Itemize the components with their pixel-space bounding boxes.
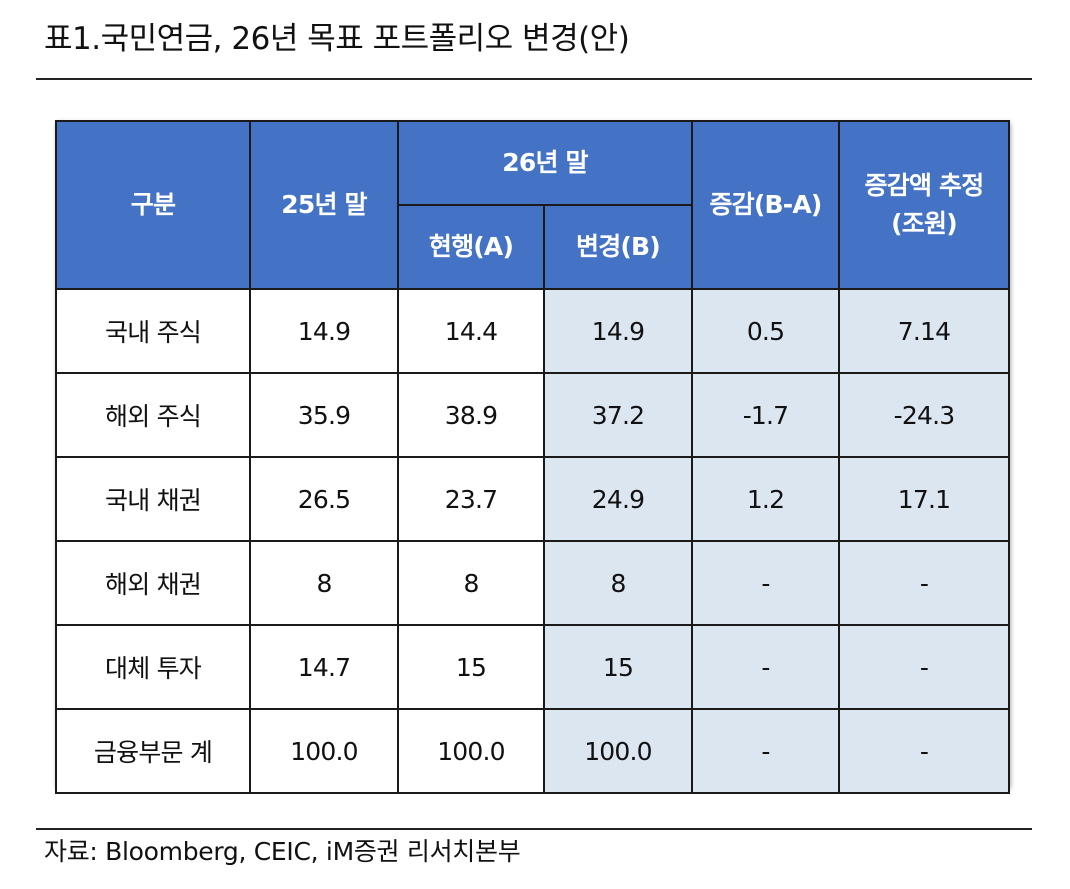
cell-25-end: 14.7 [249,624,399,710]
cell-changed: 14.9 [543,288,693,374]
cell-amount: - [838,708,1010,794]
header-diff: 증감(B-A) [691,120,840,290]
table-row: 국내 채권 26.5 23.7 24.9 1.2 17.1 [55,456,1010,542]
row-label: 대체 투자 [55,624,251,710]
header-est-amount-line1: 증감액 추정 [864,171,985,200]
cell-changed: 15 [543,624,693,710]
table-row: 대체 투자 14.7 15 15 - - [55,624,1010,710]
header-26-end: 26년 말 [397,120,693,206]
source-divider [36,828,1032,830]
cell-current: 14.4 [397,288,545,374]
cell-diff: -1.7 [691,372,840,458]
table-row: 국내 주식 14.9 14.4 14.9 0.5 7.14 [55,288,1010,374]
cell-diff: 0.5 [691,288,840,374]
row-label: 금융부문 계 [55,708,251,794]
row-label: 해외 주식 [55,372,251,458]
table-row: 해외 주식 35.9 38.9 37.2 -1.7 -24.3 [55,372,1010,458]
table-row: 해외 채권 8 8 8 - - [55,540,1010,626]
cell-amount: 7.14 [838,288,1010,374]
table-header: 구분 25년 말 26년 말 증감(B-A) 증감액 추정 (조원) 현행(A)… [55,120,1010,290]
cell-diff: - [691,540,840,626]
header-category: 구분 [55,120,251,290]
cell-changed: 100.0 [543,708,693,794]
cell-changed: 24.9 [543,456,693,542]
header-changed: 변경(B) [543,204,693,290]
header-25-end: 25년 말 [249,120,399,290]
cell-diff: 1.2 [691,456,840,542]
cell-amount: - [838,624,1010,710]
cell-current: 23.7 [397,456,545,542]
cell-changed: 37.2 [543,372,693,458]
portfolio-table-container: 구분 25년 말 26년 말 증감(B-A) 증감액 추정 (조원) 현행(A)… [55,120,1010,794]
cell-25-end: 14.9 [249,288,399,374]
table-row: 금융부문 계 100.0 100.0 100.0 - - [55,708,1010,794]
cell-current: 100.0 [397,708,545,794]
cell-current: 15 [397,624,545,710]
header-current: 현행(A) [397,204,545,290]
cell-25-end: 100.0 [249,708,399,794]
header-row: 구분 25년 말 26년 말 증감(B-A) 증감액 추정 (조원) [55,120,1010,290]
cell-amount: -24.3 [838,372,1010,458]
cell-changed: 8 [543,540,693,626]
row-label: 해외 채권 [55,540,251,626]
table-body: 국내 주식 14.9 14.4 14.9 0.5 7.14 해외 주식 35.9… [55,288,1010,794]
cell-diff: - [691,708,840,794]
page-title: 표1.국민연금, 26년 목표 포트폴리오 변경(안) [44,21,630,57]
title-divider [36,78,1032,80]
cell-amount: - [838,540,1010,626]
header-est-amount-line2: (조원) [891,209,957,238]
cell-current: 8 [397,540,545,626]
cell-25-end: 8 [249,540,399,626]
cell-amount: 17.1 [838,456,1010,542]
row-label: 국내 채권 [55,456,251,542]
cell-diff: - [691,624,840,710]
portfolio-table: 구분 25년 말 26년 말 증감(B-A) 증감액 추정 (조원) 현행(A)… [55,120,1010,794]
header-est-amount: 증감액 추정 (조원) [838,120,1010,290]
header-subrow: 현행(A) 변경(B) [56,204,1009,290]
cell-25-end: 35.9 [249,372,399,458]
cell-25-end: 26.5 [249,456,399,542]
row-label: 국내 주식 [55,288,251,374]
cell-current: 38.9 [397,372,545,458]
source-note: 자료: Bloomberg, CEIC, iM증권 리서치본부 [44,837,521,866]
